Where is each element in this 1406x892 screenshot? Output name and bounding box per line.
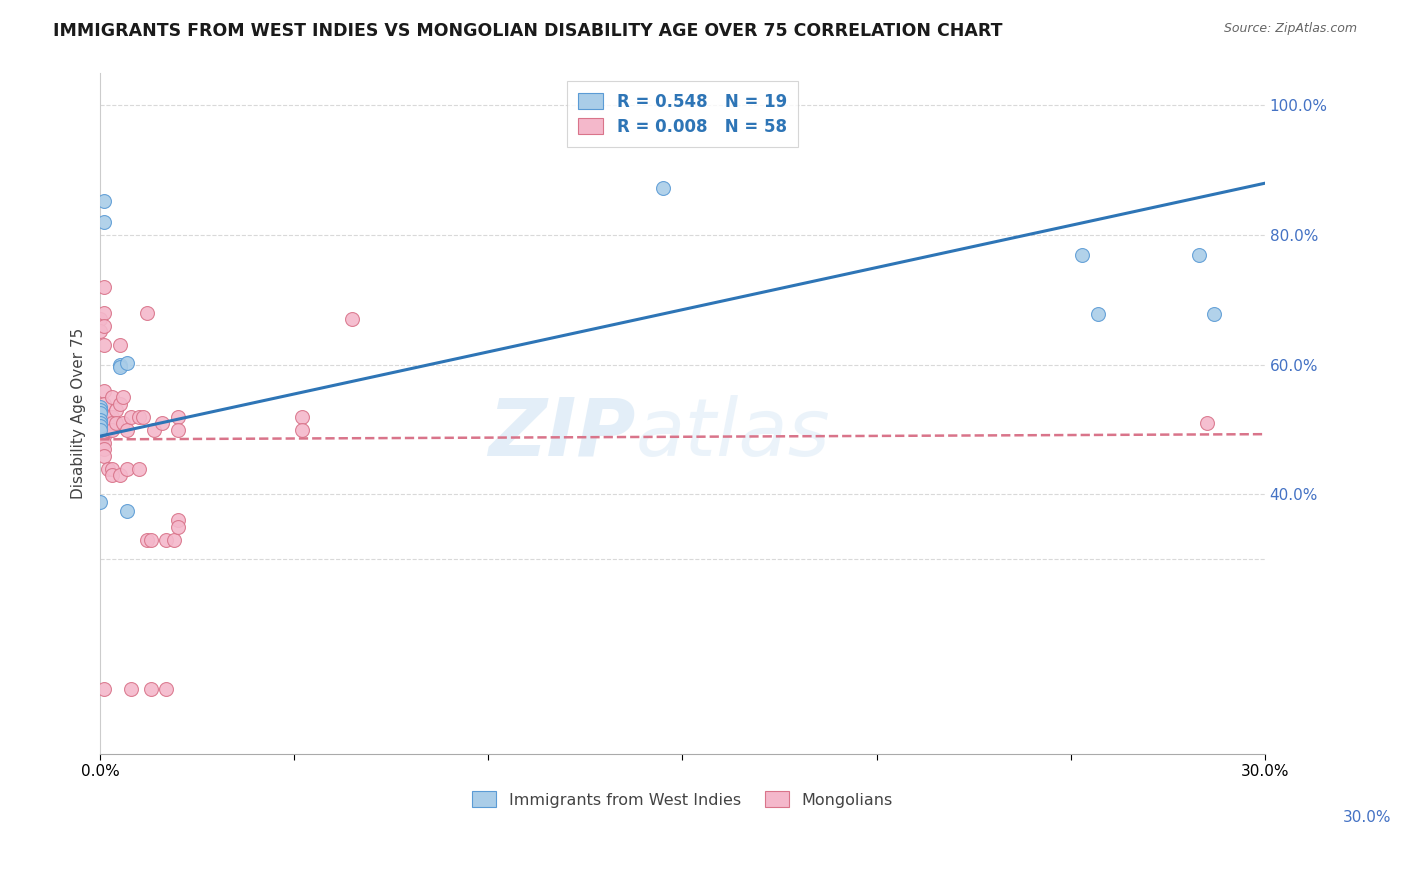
Point: [93, 338, 115, 352]
Point: [166, 520, 188, 534]
Point: [291, 409, 314, 424]
Point: [97, 423, 120, 437]
Point: [100, 409, 122, 424]
Point: [93, 306, 115, 320]
Point: [1087, 307, 1109, 321]
Point: [89, 400, 111, 414]
Point: [155, 681, 177, 696]
Point: [104, 416, 127, 430]
Point: [135, 306, 157, 320]
Point: [93, 442, 115, 456]
Point: [89, 413, 111, 427]
Point: [139, 681, 162, 696]
Text: Source: ZipAtlas.com: Source: ZipAtlas.com: [1223, 22, 1357, 36]
Point: [150, 416, 173, 430]
Point: [93, 423, 115, 437]
Point: [108, 397, 131, 411]
Point: [143, 423, 166, 437]
Point: [97, 416, 120, 430]
Point: [89, 324, 111, 338]
Point: [128, 409, 150, 424]
Point: [1204, 307, 1226, 321]
Point: [112, 416, 135, 430]
Point: [97, 409, 120, 424]
Point: [117, 461, 139, 475]
Point: [93, 384, 115, 398]
Point: [108, 358, 131, 372]
Text: ZIP: ZIP: [488, 395, 636, 473]
Point: [100, 461, 122, 475]
Point: [100, 423, 122, 437]
Point: [89, 312, 111, 326]
Point: [139, 533, 162, 547]
Point: [108, 468, 131, 483]
Point: [93, 435, 115, 450]
Point: [93, 449, 115, 463]
Text: IMMIGRANTS FROM WEST INDIES VS MONGOLIAN DISABILITY AGE OVER 75 CORRELATION CHAR: IMMIGRANTS FROM WEST INDIES VS MONGOLIAN…: [53, 22, 1002, 40]
Point: [89, 419, 111, 434]
Point: [93, 397, 115, 411]
Point: [89, 423, 111, 437]
Point: [93, 416, 115, 430]
Text: 30.0%: 30.0%: [1343, 811, 1391, 825]
Point: [120, 409, 142, 424]
Point: [93, 681, 115, 696]
Point: [104, 403, 127, 417]
Point: [1188, 247, 1211, 261]
Point: [108, 359, 131, 374]
Point: [291, 423, 314, 437]
Point: [89, 416, 111, 430]
Point: [166, 513, 188, 527]
Point: [132, 409, 155, 424]
Text: atlas: atlas: [636, 395, 831, 473]
Point: [93, 318, 115, 333]
Point: [100, 390, 122, 404]
Point: [89, 409, 111, 424]
Point: [163, 533, 186, 547]
Point: [97, 461, 120, 475]
Point: [117, 356, 139, 370]
Point: [1195, 416, 1218, 430]
Point: [135, 533, 157, 547]
Y-axis label: Disability Age Over 75: Disability Age Over 75: [72, 327, 86, 499]
Point: [112, 390, 135, 404]
Point: [120, 681, 142, 696]
Point: [89, 403, 111, 417]
Point: [166, 423, 188, 437]
Point: [93, 215, 115, 229]
Point: [1071, 247, 1094, 261]
Point: [89, 495, 111, 509]
Point: [108, 338, 131, 352]
Legend: Immigrants from West Indies, Mongolians: Immigrants from West Indies, Mongolians: [465, 785, 900, 814]
Point: [93, 280, 115, 294]
Point: [93, 194, 115, 208]
Point: [117, 504, 139, 518]
Point: [155, 533, 177, 547]
Point: [128, 461, 150, 475]
Point: [89, 406, 111, 420]
Point: [93, 409, 115, 424]
Point: [342, 312, 364, 326]
Point: [652, 180, 675, 194]
Point: [100, 416, 122, 430]
Point: [93, 429, 115, 443]
Point: [100, 468, 122, 483]
Point: [166, 409, 188, 424]
Point: [117, 423, 139, 437]
